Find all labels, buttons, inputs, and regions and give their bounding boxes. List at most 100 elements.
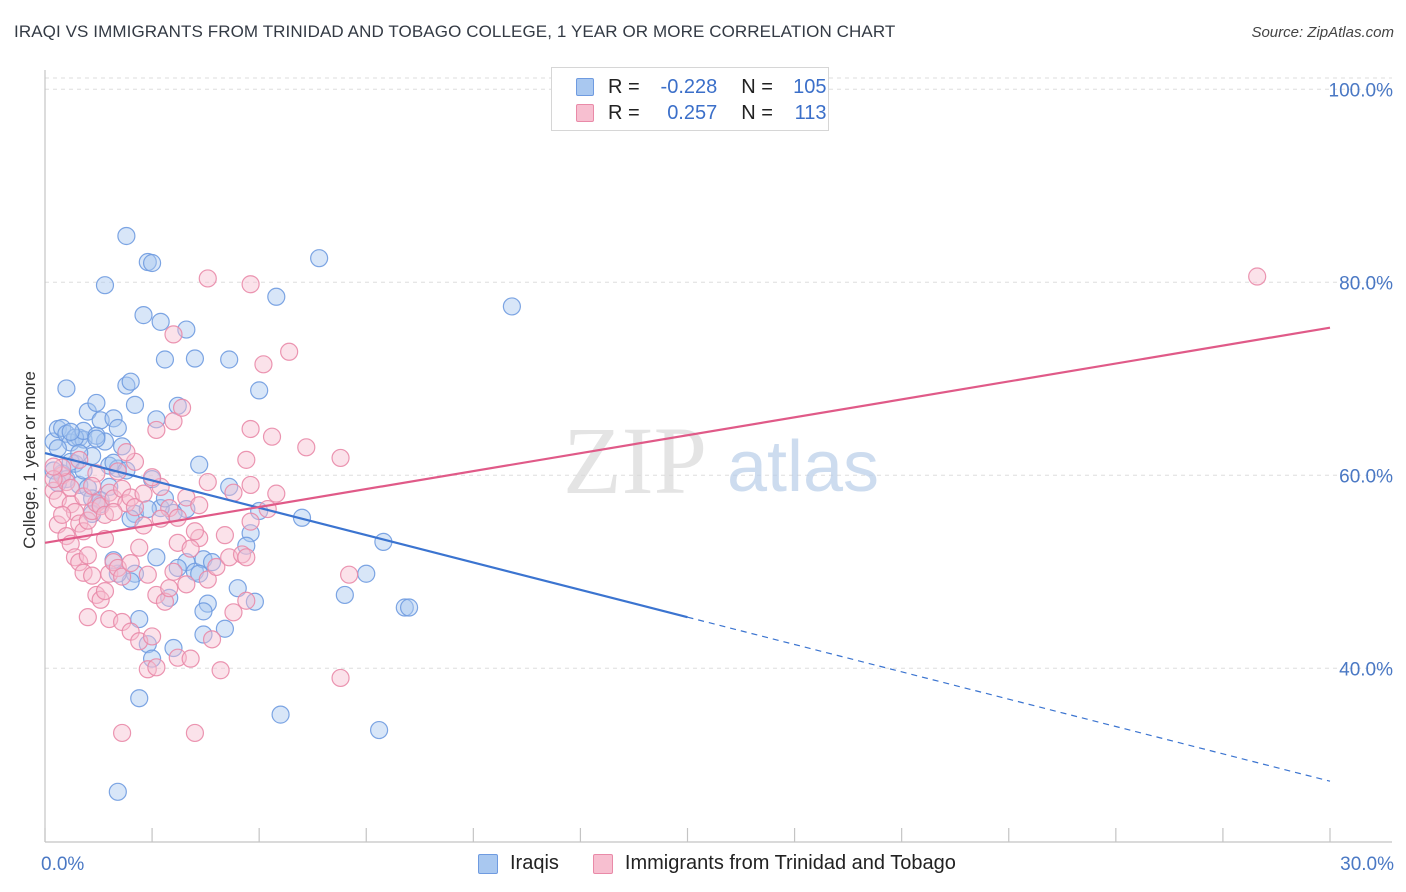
y-tick-label: 40.0% — [1339, 659, 1393, 680]
legend-row-trinidad: R = 0.257 N = 113 — [576, 101, 827, 125]
chart-source: Source: ZipAtlas.com — [1251, 24, 1394, 41]
point-iraqis — [125, 395, 145, 414]
point-iraqis — [151, 312, 170, 331]
point-trinidad — [215, 526, 234, 545]
point-iraqis — [57, 379, 76, 398]
point-trinidad — [53, 505, 72, 524]
point-trinidad — [104, 502, 123, 522]
x-tick-label: 0.0% — [41, 854, 84, 875]
point-iraqis — [147, 548, 166, 567]
point-iraqis — [121, 372, 140, 391]
point-iraqis — [335, 585, 354, 605]
y-tick-label: 60.0% — [1339, 466, 1393, 487]
point-trinidad — [117, 443, 136, 462]
point-trinidad — [237, 548, 256, 567]
point-trinidad — [83, 476, 102, 496]
point-trinidad — [164, 562, 183, 581]
point-trinidad — [185, 522, 205, 541]
point-trinidad — [168, 648, 187, 667]
point-trinidad — [138, 565, 157, 584]
point-trinidad — [160, 579, 179, 598]
chart-title: IRAQI VS IMMIGRANTS FROM TRINIDAD AND TO… — [14, 22, 896, 41]
point-iraqis — [215, 619, 234, 638]
point-trinidad — [267, 484, 286, 503]
legend-swatch-iraqis — [576, 78, 594, 96]
series-legend: Iraqis Immigrants from Trinidad and Toba… — [478, 852, 990, 875]
point-trinidad — [95, 581, 115, 601]
point-trinidad — [95, 529, 115, 549]
legend-swatch-trinidad — [576, 104, 594, 122]
trend-lines — [44, 326, 1331, 782]
point-iraqis — [250, 381, 269, 400]
trend-line-trinidad — [44, 326, 1331, 544]
trend-line-iraqis-projection — [687, 616, 1331, 782]
point-trinidad — [142, 627, 162, 646]
point-trinidad — [181, 649, 200, 668]
point-iraqis — [130, 689, 149, 708]
point-trinidad — [202, 630, 222, 649]
point-iraqis — [108, 782, 127, 801]
point-trinidad — [125, 498, 145, 517]
point-trinidad — [168, 508, 187, 527]
point-trinidad — [198, 269, 217, 288]
point-iraqis — [142, 253, 162, 273]
point-trinidad — [91, 590, 110, 609]
point-iraqis — [134, 306, 153, 325]
point-iraqis — [194, 602, 213, 621]
point-iraqis — [61, 422, 80, 441]
point-trinidad — [237, 450, 256, 469]
point-trinidad — [78, 511, 97, 530]
point-iraqis — [357, 564, 376, 583]
point-trinidad — [207, 557, 226, 577]
point-trinidad — [1248, 267, 1267, 286]
point-iraqis — [194, 625, 213, 644]
legend-n-value: 105 — [793, 75, 827, 98]
legend-label-trinidad: Immigrants from Trinidad and Tobago — [624, 852, 956, 874]
point-trinidad — [237, 591, 256, 610]
stats-legend: R = -0.228 N = 105 R = 0.257 N = 113 — [551, 67, 829, 131]
legend-n-label: N = — [741, 75, 773, 98]
point-trinidad — [83, 566, 102, 585]
point-trinidad — [262, 427, 282, 446]
grid — [45, 77, 1392, 669]
legend-r-value: 0.257 — [667, 101, 718, 124]
point-iraqis — [87, 429, 106, 448]
point-iraqis — [271, 705, 290, 724]
legend-n-label: N = — [741, 101, 773, 124]
point-trinidad — [172, 398, 192, 417]
point-trinidad — [142, 468, 162, 487]
y-axis-label: College, 1 year or more — [20, 371, 39, 549]
point-trinidad — [211, 661, 230, 680]
point-trinidad — [224, 603, 243, 622]
point-trinidad — [78, 608, 97, 627]
axes — [44, 70, 1392, 843]
point-iraqis — [502, 297, 521, 316]
point-iraqis — [310, 249, 329, 268]
legend-r-label: R = — [608, 75, 640, 98]
point-trinidad — [198, 472, 217, 492]
legend-label-iraqis: Iraqis — [510, 852, 559, 874]
point-iraqis — [142, 649, 162, 668]
point-iraqis — [87, 393, 106, 413]
point-iraqis — [130, 609, 149, 629]
legend-item-trinidad: Immigrants from Trinidad and Tobago — [592, 852, 956, 875]
point-iraqis — [117, 226, 136, 246]
point-trinidad — [147, 658, 166, 677]
point-trinidad — [181, 539, 200, 558]
legend-r-label: R = — [608, 101, 640, 124]
point-trinidad — [112, 723, 132, 743]
point-iraqis — [395, 598, 414, 617]
tick-labels: 100.0% 80.0% 60.0% 40.0% 0.0% 30.0% — [41, 80, 1394, 875]
y-tick-label: 80.0% — [1339, 273, 1393, 294]
legend-row-iraqis: R = -0.228 N = 105 — [576, 75, 827, 99]
point-iraqis — [185, 349, 205, 368]
point-trinidad — [254, 355, 273, 374]
point-trinidad — [331, 668, 350, 688]
legend-swatch-trinidad — [592, 853, 613, 874]
point-iraqis — [164, 638, 183, 658]
watermark-zip: ZIP — [563, 407, 707, 514]
point-iraqis — [108, 418, 127, 438]
point-trinidad — [280, 342, 299, 361]
point-iraqis — [95, 276, 115, 295]
